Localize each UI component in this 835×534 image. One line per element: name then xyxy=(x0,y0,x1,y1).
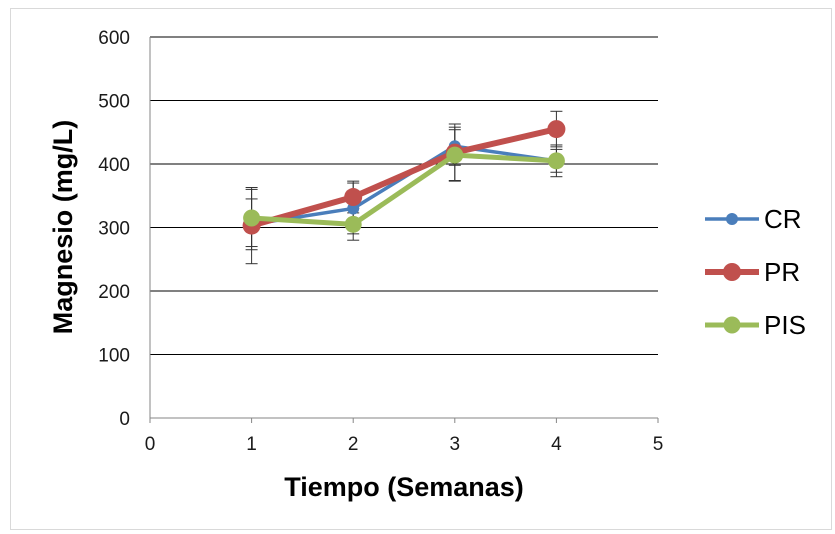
y-tick-label-0: 0 xyxy=(119,409,130,430)
y-tick-label-500: 500 xyxy=(98,92,130,113)
legend-marker-cr xyxy=(726,213,738,225)
x-tick-label-5: 5 xyxy=(653,434,664,455)
x-tick-labels: 0 1 2 3 4 5 xyxy=(145,418,664,455)
series-line-pis xyxy=(251,152,557,227)
x-tick-label-1: 1 xyxy=(246,434,257,455)
point-pr-2 xyxy=(344,188,363,207)
legend-marker-pis xyxy=(723,316,741,334)
y-axis-title: Magnesio (mg/L) xyxy=(48,120,78,335)
x-tick-label-4: 4 xyxy=(551,434,562,455)
x-tick-label-2: 2 xyxy=(348,434,359,455)
y-tick-label-100: 100 xyxy=(98,346,130,367)
y-tick-label-400: 400 xyxy=(98,155,130,176)
legend-label-pis: PIS xyxy=(764,310,806,340)
legend-marker-pr xyxy=(723,263,741,281)
series-lines xyxy=(242,120,566,235)
series-line-pr xyxy=(250,126,558,229)
chart-frame xyxy=(10,8,832,530)
x-tick-label-0: 0 xyxy=(145,434,156,455)
y-tick-labels: 0 100 200 300 400 500 600 xyxy=(98,28,130,430)
legend: CR PR PIS xyxy=(705,204,806,340)
point-pis-1 xyxy=(243,209,261,227)
y-tick-label-200: 200 xyxy=(98,282,130,303)
gridlines xyxy=(150,36,658,355)
x-tick-label-3: 3 xyxy=(450,434,461,455)
x-axis-title: Tiempo (Semanas) xyxy=(284,472,524,502)
legend-label-pr: PR xyxy=(764,257,800,287)
y-tick-label-600: 600 xyxy=(98,28,130,49)
point-pis-2 xyxy=(344,215,362,233)
point-pr-4 xyxy=(547,120,566,139)
point-pis-4 xyxy=(547,152,565,170)
y-tick-label-300: 300 xyxy=(98,219,130,240)
point-pis-3 xyxy=(446,146,464,164)
axes xyxy=(149,37,658,419)
legend-label-cr: CR xyxy=(764,204,802,234)
